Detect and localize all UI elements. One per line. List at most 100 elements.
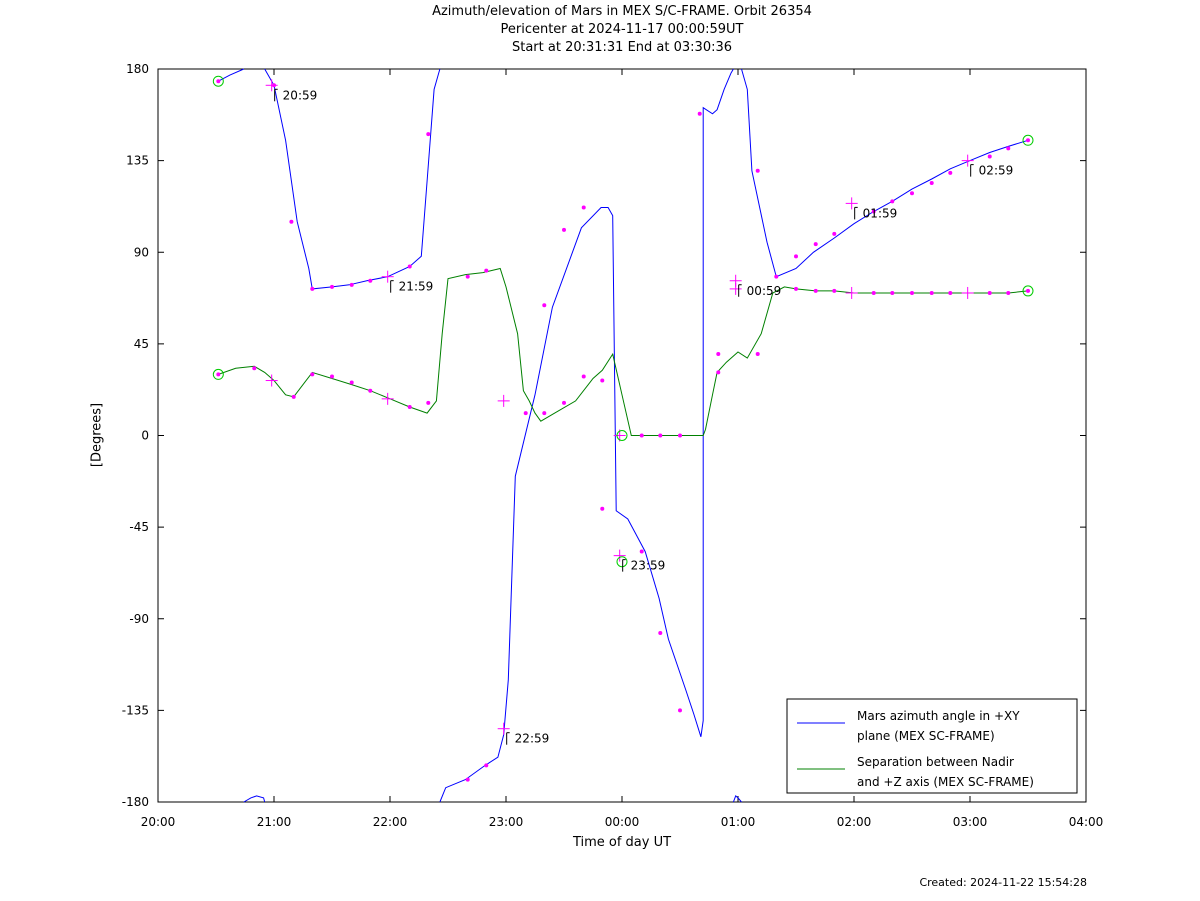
event-circle-marker [616,430,628,441]
data-point-marker [910,191,914,196]
data-point-marker [871,290,876,295]
x-tick-label: 22:00 [373,815,408,829]
data-point-marker [929,290,934,295]
y-tick-label: 135 [126,154,149,168]
data-point-marker [310,372,315,377]
y-tick-label: -45 [129,520,149,534]
created-timestamp: Created: 2024-11-22 15:54:28 [919,876,1087,889]
data-point-marker [794,286,798,291]
y-tick-label: -135 [122,703,149,717]
chart-subtitle-start-end: Start at 20:31:31 End at 03:30:36 [511,40,733,55]
data-point-marker [832,231,837,236]
data-point-marker [697,111,702,116]
data-point-marker [716,352,721,357]
legend-label: Mars azimuth angle in +XY [857,709,1020,723]
time-annotation-label: 00:59 [747,284,782,298]
data-point-marker [929,181,934,186]
data-point-marker [832,288,837,293]
azimuth-series-line [741,68,1029,278]
event-circle-marker [212,75,224,87]
data-point-marker [639,433,644,438]
x-tick-label: 03:00 [953,815,988,829]
data-point-marker [349,282,354,287]
data-point-marker [216,79,221,84]
x-tick-label: 20:00 [141,815,176,829]
time-annotation-label: 23:59 [631,559,666,573]
time-annotation-label: 21:59 [399,280,434,294]
event-circle-marker [616,556,628,568]
x-axis-label: Time of day UT [572,835,672,850]
data-point-marker [562,400,566,405]
chart-subtitle-pericenter: Pericenter at 2024-11-17 00:00:59UT [500,22,744,37]
data-point-marker [291,394,296,399]
data-point-marker [987,154,992,159]
data-point-marker [407,404,412,409]
event-circle-marker [1022,285,1034,297]
event-circle-marker [1022,134,1034,146]
data-point-marker [581,205,586,210]
data-point-marker [289,219,294,224]
data-point-marker [948,170,953,175]
x-tick-label: 01:00 [721,815,756,829]
data-point-marker [407,264,412,269]
x-tick-label: 00:00 [605,815,640,829]
azimuth-series-line [439,68,734,803]
event-circle-marker [212,368,224,380]
data-point-marker [581,374,586,379]
data-point-marker [216,372,221,377]
data-point-marker [987,290,992,295]
data-point-marker [252,366,257,371]
data-point-marker [310,286,315,291]
data-point-marker [523,411,528,416]
data-point-marker [349,380,354,385]
data-point-marker [755,168,760,173]
data-point-marker [890,290,895,295]
time-annotation-label: 22:59 [515,732,550,746]
data-point-marker [484,268,489,273]
data-point-marker [639,549,644,554]
y-tick-label: 180 [126,62,149,76]
data-point-marker [562,227,566,232]
data-point-marker [871,209,876,214]
azimuth-series-line [243,795,266,803]
x-tick-label: 23:00 [489,815,524,829]
data-point-marker [330,374,334,379]
data-point-marker [1006,290,1011,295]
legend-label: and +Z axis (MEX SC-FRAME) [857,775,1034,789]
data-point-marker [542,411,547,416]
data-point-marker [1006,146,1011,151]
data-point-marker [368,278,373,283]
data-point-marker [716,370,721,375]
data-point-marker [755,352,760,357]
data-point-marker [658,631,663,636]
data-point-marker [330,284,334,289]
separation-series-line [218,267,1029,436]
data-point-marker [426,400,431,405]
y-tick-label: -90 [129,612,149,626]
data-point-marker [368,388,373,393]
time-annotation-label: 01:59 [863,206,898,220]
data-point-marker [678,708,682,713]
x-tick-label: 21:00 [257,815,292,829]
data-point-marker [542,303,547,308]
data-point-marker [658,433,663,438]
time-annotation-label: 02:59 [979,164,1014,178]
legend-label: plane (MEX SC-FRAME) [857,729,995,743]
azimuth-series-line [218,68,245,82]
data-point-marker [465,274,470,279]
azimuth-series-line [732,795,742,803]
y-tick-label: -180 [122,795,149,809]
data-point-marker [813,288,818,293]
time-annotation-label: 20:59 [283,88,318,102]
data-point-marker [948,290,953,295]
data-point-marker [890,199,895,204]
legend-label: Separation between Nadir [857,755,1014,769]
x-tick-label: 02:00 [837,815,872,829]
data-point-marker [774,274,779,279]
data-point-marker [465,777,470,782]
x-tick-label: 04:00 [1069,815,1104,829]
data-point-marker [600,506,605,511]
data-point-marker [426,132,431,137]
data-point-marker [1026,288,1030,293]
